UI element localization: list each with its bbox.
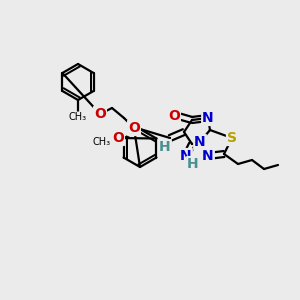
Text: N: N bbox=[202, 149, 214, 163]
Text: O: O bbox=[168, 109, 180, 123]
Text: H: H bbox=[187, 157, 199, 171]
Text: O: O bbox=[94, 107, 106, 121]
Text: N: N bbox=[194, 135, 206, 149]
Text: O: O bbox=[128, 121, 140, 135]
Text: S: S bbox=[227, 131, 237, 145]
Text: H: H bbox=[159, 140, 171, 154]
Text: N: N bbox=[202, 111, 214, 125]
Text: CH₃: CH₃ bbox=[69, 112, 87, 122]
Text: CH₃: CH₃ bbox=[93, 137, 111, 147]
Text: O: O bbox=[112, 131, 124, 145]
Text: N: N bbox=[180, 149, 192, 163]
